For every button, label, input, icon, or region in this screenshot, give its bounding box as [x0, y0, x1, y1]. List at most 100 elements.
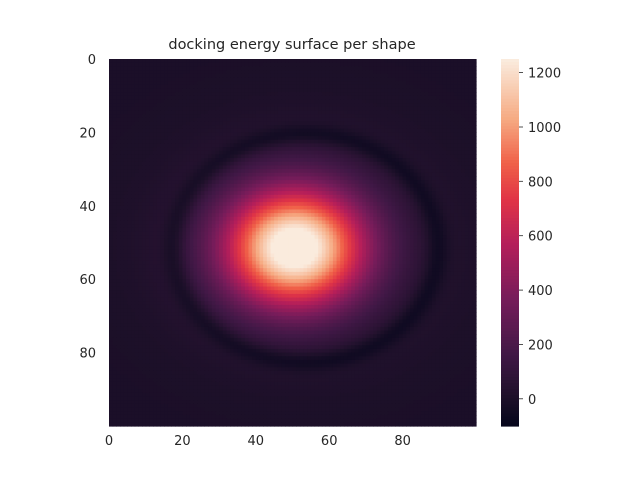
- heatmap-cell: [252, 110, 257, 115]
- heatmap-cell: [186, 165, 191, 170]
- heatmap-cell: [120, 187, 125, 192]
- heatmap-cell: [277, 209, 283, 214]
- heatmap-cell: [354, 66, 360, 71]
- heatmap-cell: [457, 70, 462, 75]
- heatmap-cell: [266, 183, 272, 189]
- heatmap-cell: [255, 77, 261, 82]
- heatmap-cell: [131, 147, 136, 152]
- heatmap-cell: [369, 121, 374, 126]
- heatmap-cell: [134, 128, 139, 133]
- heatmap-cell: [277, 106, 283, 111]
- heatmap-cell: [354, 172, 360, 178]
- heatmap-cell: [340, 125, 345, 130]
- heatmap-cell: [409, 180, 415, 185]
- heatmap-cell: [424, 103, 429, 108]
- heatmap-cell: [109, 180, 114, 185]
- heatmap-cell: [281, 235, 286, 240]
- heatmap-cell: [244, 132, 250, 137]
- heatmap-cell: [200, 176, 206, 181]
- heatmap-cell: [263, 106, 268, 111]
- heatmap-cell: [127, 143, 132, 148]
- heatmap-cell: [409, 187, 415, 192]
- heatmap-cell: [178, 172, 183, 178]
- heatmap-cell: [343, 154, 349, 159]
- heatmap-cell: [189, 216, 195, 222]
- heatmap-cell: [274, 99, 279, 104]
- heatmap-cell: [156, 191, 161, 196]
- heatmap-cell: [395, 202, 400, 207]
- heatmap-cell: [373, 114, 378, 119]
- heatmap-cell: [222, 103, 228, 108]
- heatmap-cell: [193, 139, 198, 145]
- heatmap-cell: [362, 81, 367, 86]
- heatmap-cell: [145, 209, 150, 214]
- heatmap-cell: [303, 66, 308, 71]
- heatmap-cell: [351, 147, 356, 152]
- heatmap-cell: [384, 128, 389, 133]
- heatmap-cell: [186, 147, 191, 152]
- heatmap-cell: [182, 235, 187, 240]
- heatmap-cell: [175, 169, 180, 174]
- heatmap-cell: [277, 227, 283, 233]
- heatmap-cell: [237, 172, 242, 178]
- heatmap-cell: [288, 136, 294, 141]
- heatmap-cell: [292, 220, 297, 225]
- heatmap-cell: [164, 180, 169, 185]
- heatmap-cell: [417, 238, 422, 244]
- heatmap-cell: [259, 117, 264, 122]
- heatmap-cell: [420, 205, 426, 211]
- heatmap-cell: [193, 66, 198, 71]
- heatmap-cell: [468, 165, 473, 170]
- heatmap-cell: [281, 191, 286, 196]
- heatmap-cell: [409, 103, 415, 108]
- heatmap-cell: [354, 84, 360, 89]
- heatmap-cell: [296, 95, 301, 100]
- heatmap-cell: [384, 103, 389, 108]
- heatmap-cell: [464, 92, 470, 97]
- heatmap-cell: [182, 110, 187, 115]
- heatmap-cell: [472, 70, 477, 75]
- heatmap-cell: [175, 238, 180, 244]
- heatmap-cell: [340, 66, 345, 71]
- heatmap-cell: [197, 169, 202, 174]
- heatmap-cell: [277, 88, 283, 93]
- heatmap-cell: [376, 117, 382, 122]
- heatmap-cell: [464, 66, 470, 71]
- heatmap-cell: [263, 209, 268, 214]
- heatmap-cell: [222, 158, 228, 163]
- heatmap-cell: [244, 231, 250, 236]
- heatmap-cell: [244, 154, 250, 159]
- heatmap-cell: [226, 183, 231, 189]
- heatmap-cell: [424, 216, 429, 222]
- heatmap-cell: [112, 70, 117, 75]
- heatmap-cell: [373, 169, 378, 174]
- heatmap-cell: [369, 117, 374, 122]
- heatmap-cell: [457, 106, 462, 111]
- heatmap-cell: [171, 99, 176, 104]
- heatmap-cell: [204, 114, 209, 119]
- heatmap-cell: [244, 191, 250, 196]
- heatmap-cell: [285, 88, 290, 93]
- heatmap-cell: [200, 77, 206, 82]
- heatmap-cell: [222, 128, 228, 133]
- heatmap-cell: [189, 77, 195, 82]
- heatmap-cell: [442, 143, 448, 148]
- heatmap-cell: [303, 231, 308, 236]
- heatmap-cell: [222, 183, 228, 189]
- heatmap-cell: [182, 103, 187, 108]
- heatmap-cell: [197, 136, 202, 141]
- heatmap-cell: [310, 128, 316, 133]
- heatmap-cell: [384, 132, 389, 137]
- heatmap-cell: [281, 172, 286, 178]
- heatmap-cell: [252, 216, 257, 222]
- heatmap-cell: [365, 132, 371, 137]
- heatmap-cell: [468, 136, 473, 141]
- heatmap-cell: [318, 202, 323, 207]
- heatmap-cell: [292, 139, 297, 145]
- heatmap-cell: [369, 84, 374, 89]
- heatmap-cell: [450, 216, 455, 222]
- heatmap-cell: [362, 95, 367, 100]
- heatmap-cell: [417, 235, 422, 240]
- heatmap-cell: [270, 165, 275, 170]
- heatmap-cell: [428, 59, 433, 64]
